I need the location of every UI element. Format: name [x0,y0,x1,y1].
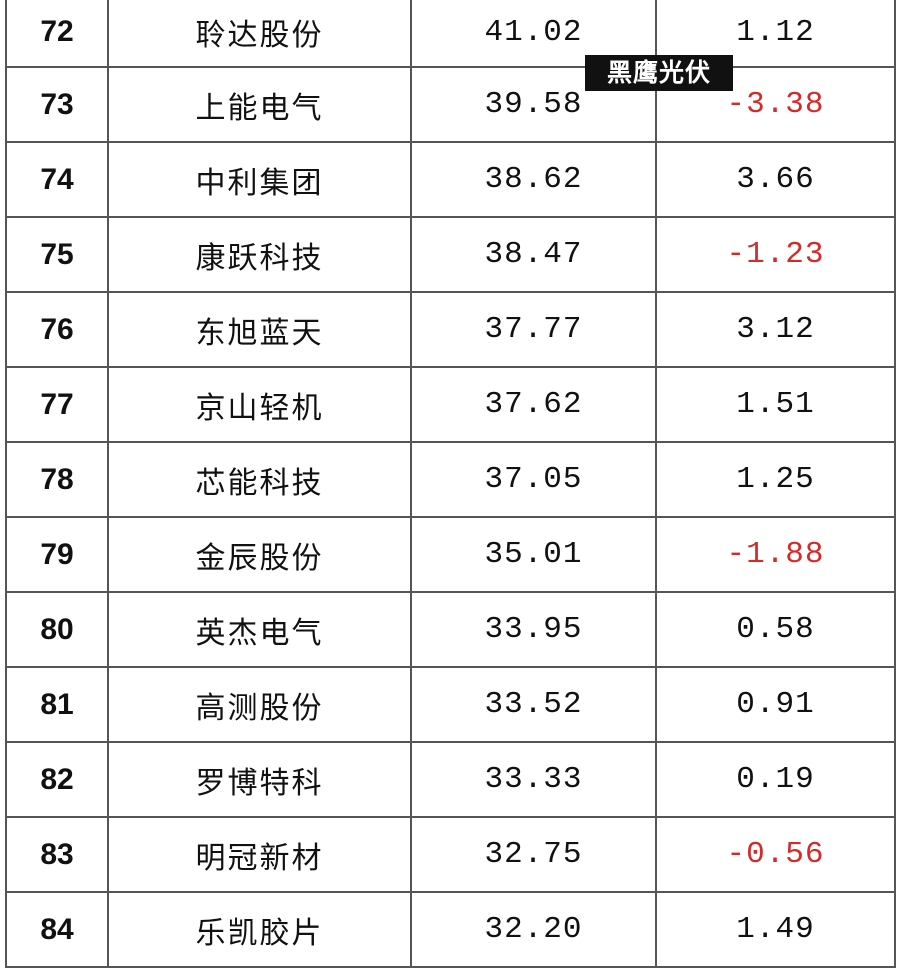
company-name-cell: 东旭蓝天 [107,291,412,368]
table-row: 80 英杰电气 33.95 0.58 [5,591,896,668]
table-row: 74 中利集团 38.62 3.66 [5,141,896,218]
change-cell: 0.19 [655,741,896,818]
company-name-cell: 芯能科技 [107,441,412,518]
value-cell: 32.20 [410,891,657,968]
company-name-cell: 中利集团 [107,141,412,218]
table-row: 78 芯能科技 37.05 1.25 [5,441,896,518]
ranking-table: 72 聆达股份 41.02 1.12 73 上能电气 39.58 -3.38 74 中利集团 38.… [5,0,896,968]
table-row: 77 京山轻机 37.62 1.51 [5,366,896,443]
table-row: 81 高测股份 33.52 0.91 [5,666,896,743]
value-cell: 33.95 [410,591,657,668]
company-name-cell: 英杰电气 [107,591,412,668]
value-cell: 38.62 [410,141,657,218]
value-cell: 37.62 [410,366,657,443]
value-cell: 35.01 [410,516,657,593]
change-cell: -1.88 [655,516,896,593]
table-row: 73 上能电气 39.58 -3.38 [5,66,896,143]
table-row: 75 康跃科技 38.47 -1.23 [5,216,896,293]
company-name-cell: 上能电气 [107,66,412,143]
rank-cell: 78 [5,441,109,518]
company-name-cell: 康跃科技 [107,216,412,293]
change-cell: -1.23 [655,216,896,293]
rank-cell: 73 [5,66,109,143]
company-name-cell: 金辰股份 [107,516,412,593]
rank-cell: 74 [5,141,109,218]
table-row: 83 明冠新材 32.75 -0.56 [5,816,896,893]
rank-cell: 79 [5,516,109,593]
company-name-cell: 京山轻机 [107,366,412,443]
company-name-cell: 乐凯胶片 [107,891,412,968]
change-cell: 1.51 [655,366,896,443]
rank-cell: 81 [5,666,109,743]
company-name-cell: 高测股份 [107,666,412,743]
table-row: 79 金辰股份 35.01 -1.88 [5,516,896,593]
value-cell: 32.75 [410,816,657,893]
rank-cell: 82 [5,741,109,818]
watermark: 黑鹰光伏 [585,55,733,91]
table-row: 76 东旭蓝天 37.77 3.12 [5,291,896,368]
table-row: 82 罗博特科 33.33 0.19 [5,741,896,818]
change-cell: -0.56 [655,816,896,893]
change-cell: 3.66 [655,141,896,218]
rank-cell: 83 [5,816,109,893]
change-cell: 1.25 [655,441,896,518]
table-row: 72 聆达股份 41.02 1.12 [5,0,896,68]
value-cell: 38.47 [410,216,657,293]
company-name-cell: 罗博特科 [107,741,412,818]
company-name-cell: 聆达股份 [107,0,412,68]
change-cell: 0.91 [655,666,896,743]
rank-cell: 75 [5,216,109,293]
rank-cell: 84 [5,891,109,968]
value-cell: 33.52 [410,666,657,743]
table-row: 84 乐凯胶片 32.20 1.49 [5,891,896,968]
rank-cell: 77 [5,366,109,443]
value-cell: 37.77 [410,291,657,368]
value-cell: 33.33 [410,741,657,818]
value-cell: 37.05 [410,441,657,518]
rank-cell: 76 [5,291,109,368]
rank-cell: 80 [5,591,109,668]
change-cell: 0.58 [655,591,896,668]
company-name-cell: 明冠新材 [107,816,412,893]
change-cell: 1.49 [655,891,896,968]
rank-cell: 72 [5,0,109,68]
change-cell: 3.12 [655,291,896,368]
